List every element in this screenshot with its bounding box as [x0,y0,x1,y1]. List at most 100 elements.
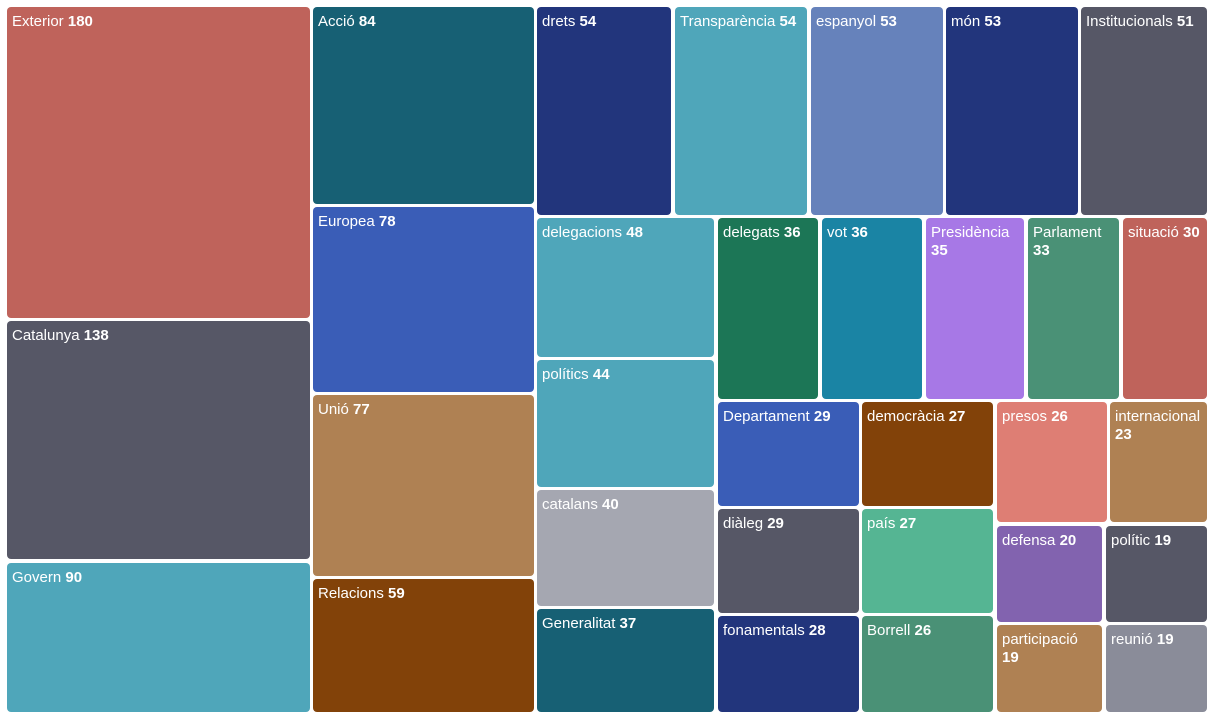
tile-value: 29 [813,408,831,425]
tile-value: 51 [1176,13,1194,30]
treemap-tile[interactable]: participació 19 [997,625,1102,712]
tile-label: Presidència [931,224,1010,241]
tile-label: món [951,13,981,30]
treemap-tile[interactable]: Unió 77 [313,395,534,576]
treemap-tile[interactable]: internacional 23 [1110,402,1207,522]
treemap-tile[interactable]: defensa 20 [997,526,1102,622]
treemap-tile[interactable]: reunió 19 [1106,625,1207,712]
treemap-tile[interactable]: delegacions 48 [537,218,714,357]
treemap-tile[interactable]: Generalitat 37 [537,609,714,712]
treemap-tile[interactable]: Europea 78 [313,207,534,392]
treemap-tile[interactable]: delegats 36 [718,218,818,399]
tile-label: Departament [723,408,810,425]
tile-value: 36 [783,224,801,241]
treemap-tile[interactable]: Acció 84 [313,7,534,204]
tile-label: drets [542,13,576,30]
treemap-tile[interactable]: drets 54 [537,7,671,215]
tile-label: Exterior [12,13,64,30]
tile-label: Borrell [867,622,911,639]
tile-value: 53 [984,13,1002,30]
tile-label: Generalitat [542,615,616,632]
treemap-tile[interactable]: Departament 29 [718,402,859,506]
tile-label: diàleg [723,515,764,532]
tile-label: Europea [318,213,375,230]
tile-value: 28 [808,622,826,639]
tile-value: 19 [1154,532,1172,549]
tile-value: 54 [579,13,597,30]
treemap-tile[interactable]: fonamentals 28 [718,616,859,712]
tile-value: 19 [1156,631,1174,648]
tile-value: 20 [1059,532,1077,549]
tile-label: fonamentals [723,622,805,639]
tile-value: 33 [1033,242,1050,259]
tile-label: Transparència [680,13,776,30]
tile-label: Catalunya [12,327,80,344]
treemap-tile[interactable]: democràcia 27 [862,402,993,506]
tile-value: 37 [619,615,637,632]
treemap-tile[interactable]: Govern 90 [7,563,310,712]
treemap-tile[interactable]: polítics 44 [537,360,714,487]
tile-value: 19 [1002,649,1019,666]
tile-value: 59 [388,585,405,602]
treemap-tile[interactable]: polític 19 [1106,526,1207,622]
tile-value: 23 [1115,426,1132,443]
tile-label: delegats [723,224,780,241]
tile-value: 29 [767,515,784,532]
tile-value: 138 [83,327,109,344]
treemap-tile[interactable]: Parlament 33 [1028,218,1119,399]
tile-label: Parlament [1033,224,1102,241]
treemap-tile[interactable]: Transparència 54 [675,7,807,215]
tile-value: 30 [1183,224,1200,241]
treemap-tile[interactable]: Relacions 59 [313,579,534,712]
tile-label: delegacions [542,224,623,241]
treemap-tile[interactable]: vot 36 [822,218,922,399]
treemap-tile[interactable]: món 53 [946,7,1078,215]
tile-value: 27 [899,515,917,532]
tile-label: presos [1002,408,1048,425]
treemap-tile[interactable]: diàleg 29 [718,509,859,613]
tile-label: vot [827,224,848,241]
tile-label: situació [1128,224,1179,241]
tile-label: Govern [12,569,62,586]
tile-label: Acció [318,13,355,30]
tile-label: reunió [1111,631,1153,648]
tile-label: polític [1111,532,1151,549]
tile-value: 53 [880,13,897,30]
tile-value: 27 [948,408,966,425]
treemap-tile[interactable]: Catalunya 138 [7,321,310,559]
treemap-tile[interactable]: Presidència 35 [926,218,1024,399]
tile-value: 180 [67,13,93,30]
tile-label: internacional [1115,408,1201,425]
treemap-tile[interactable]: Exterior 180 [7,7,310,318]
tile-value: 36 [851,224,868,241]
tile-value: 35 [931,242,948,259]
tile-value: 26 [914,622,932,639]
tile-label: polítics [542,366,589,383]
treemap-tile[interactable]: Institucionals 51 [1081,7,1207,215]
tile-label: país [867,515,896,532]
tile-value: 40 [602,496,619,513]
treemap-tile[interactable]: espanyol 53 [811,7,943,215]
tile-label: catalans [542,496,598,513]
tile-value: 84 [358,13,376,30]
tile-label: Relacions [318,585,384,602]
tile-value: 78 [378,213,396,230]
treemap-tile[interactable]: situació 30 [1123,218,1207,399]
treemap-tile[interactable]: presos 26 [997,402,1107,522]
tile-label: Unió [318,401,349,418]
tile-label: espanyol [816,13,877,30]
tile-value: 90 [65,569,83,586]
treemap-tile[interactable]: país 27 [862,509,993,613]
tile-value: 26 [1051,408,1068,425]
tile-label: democràcia [867,408,945,425]
tile-value: 54 [779,13,797,30]
tile-label: Institucionals [1086,13,1173,30]
tile-label: participació [1002,631,1078,648]
treemap-tile[interactable]: Borrell 26 [862,616,993,712]
tile-label: defensa [1002,532,1056,549]
tile-value: 48 [626,224,643,241]
treemap-tile[interactable]: catalans 40 [537,490,714,606]
tile-value: 77 [353,401,370,418]
tile-value: 44 [592,366,610,383]
